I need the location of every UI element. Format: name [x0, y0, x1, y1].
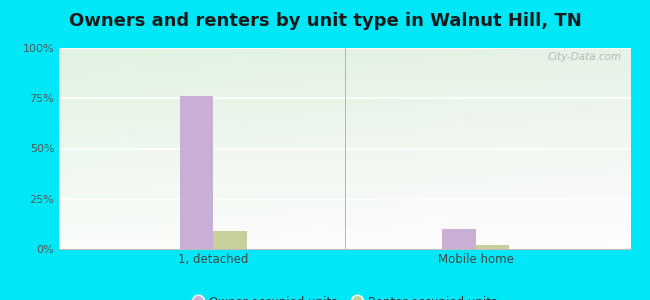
Bar — [180, 96, 213, 249]
Bar — [213, 231, 247, 249]
Bar — [476, 245, 509, 249]
Text: City-Data.com: City-Data.com — [548, 52, 622, 62]
Bar — [442, 229, 476, 249]
Text: Owners and renters by unit type in Walnut Hill, TN: Owners and renters by unit type in Walnu… — [69, 12, 581, 30]
Legend: Owner occupied units, Renter occupied units: Owner occupied units, Renter occupied un… — [187, 291, 502, 300]
